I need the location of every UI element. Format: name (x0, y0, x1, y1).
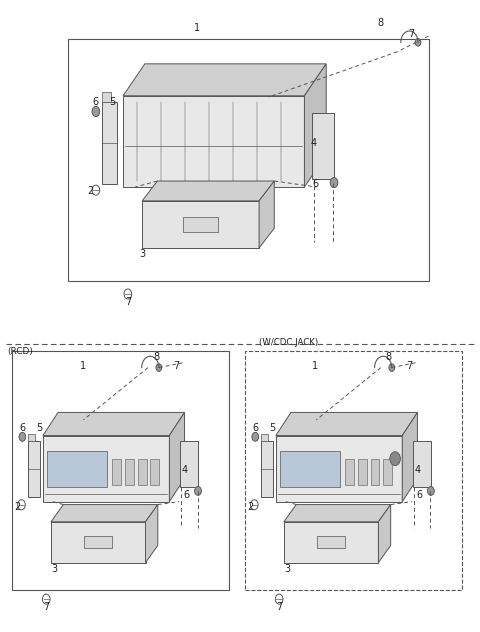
Circle shape (19, 432, 26, 441)
Bar (123, 96, 304, 187)
Text: 7: 7 (125, 297, 131, 307)
Bar (312, 112, 335, 179)
Bar (345, 459, 354, 485)
Text: 2: 2 (247, 502, 253, 512)
Text: 3: 3 (285, 564, 291, 574)
Polygon shape (51, 504, 158, 522)
Bar (371, 459, 380, 485)
Polygon shape (123, 64, 326, 96)
Text: 7: 7 (406, 362, 412, 372)
Bar (150, 459, 159, 485)
Bar (276, 435, 402, 502)
Text: 6: 6 (92, 97, 98, 107)
Polygon shape (378, 504, 391, 562)
Text: 1: 1 (80, 362, 85, 372)
Text: 8: 8 (378, 18, 384, 28)
Bar (68, 39, 429, 281)
Bar (102, 102, 117, 184)
Polygon shape (145, 504, 158, 562)
Circle shape (252, 432, 259, 441)
Text: 7: 7 (408, 29, 414, 39)
Text: 3: 3 (139, 250, 145, 259)
Bar (280, 451, 340, 487)
Text: 4: 4 (414, 465, 420, 475)
Polygon shape (402, 413, 418, 502)
Circle shape (389, 364, 395, 372)
Polygon shape (259, 181, 274, 248)
Text: 4: 4 (311, 138, 317, 148)
Text: 4: 4 (181, 465, 188, 475)
Text: (RCD): (RCD) (7, 348, 33, 356)
Circle shape (195, 487, 201, 495)
Bar (142, 201, 259, 248)
Text: (W/CDC JACK): (W/CDC JACK) (259, 339, 318, 348)
Bar (358, 459, 367, 485)
Bar (28, 441, 40, 497)
Circle shape (428, 487, 434, 495)
Text: 5: 5 (36, 423, 42, 433)
Polygon shape (43, 413, 184, 435)
Circle shape (415, 39, 421, 46)
Bar (317, 536, 345, 549)
Text: 7: 7 (276, 602, 282, 612)
Text: 6: 6 (416, 490, 422, 501)
Text: 2: 2 (14, 502, 21, 512)
Bar (180, 441, 198, 487)
Text: 7: 7 (43, 602, 49, 612)
Text: 5: 5 (109, 97, 116, 107)
Polygon shape (169, 413, 184, 502)
Polygon shape (284, 504, 391, 522)
Bar (125, 459, 134, 485)
Bar (261, 441, 273, 497)
Bar (102, 92, 111, 102)
Bar (384, 459, 392, 485)
Bar (413, 441, 431, 487)
Bar (112, 459, 121, 485)
Bar (12, 351, 229, 590)
Text: 5: 5 (269, 423, 275, 433)
Polygon shape (276, 413, 418, 435)
Polygon shape (304, 64, 326, 187)
Circle shape (390, 452, 400, 466)
Bar (51, 522, 145, 562)
Polygon shape (142, 181, 274, 201)
Text: 6: 6 (183, 490, 190, 501)
Bar (183, 217, 218, 231)
Text: 8: 8 (386, 352, 392, 362)
Text: 1: 1 (312, 362, 318, 372)
Bar (138, 459, 146, 485)
Text: 2: 2 (87, 186, 94, 197)
Circle shape (92, 106, 100, 116)
Bar (245, 351, 462, 590)
Text: 3: 3 (52, 564, 58, 574)
Text: 1: 1 (194, 23, 200, 33)
Text: 8: 8 (153, 352, 159, 362)
Circle shape (330, 178, 338, 188)
Text: 6: 6 (252, 423, 258, 433)
Bar (28, 434, 35, 441)
Text: 6: 6 (19, 423, 25, 433)
Bar (47, 451, 108, 487)
Bar (284, 522, 378, 562)
Bar (261, 434, 268, 441)
Bar (43, 435, 169, 502)
Text: 6: 6 (312, 179, 318, 189)
Text: 7: 7 (173, 362, 180, 372)
Bar (84, 536, 112, 549)
Circle shape (156, 364, 162, 372)
